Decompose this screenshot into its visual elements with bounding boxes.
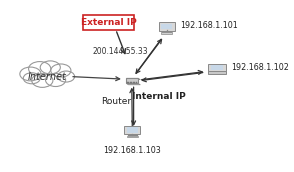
FancyBboxPatch shape	[208, 71, 226, 74]
FancyBboxPatch shape	[161, 24, 172, 29]
Circle shape	[29, 62, 51, 76]
Text: Router: Router	[101, 97, 131, 106]
FancyBboxPatch shape	[208, 63, 225, 72]
FancyBboxPatch shape	[130, 82, 132, 83]
FancyBboxPatch shape	[136, 82, 138, 83]
FancyBboxPatch shape	[127, 136, 138, 137]
Polygon shape	[126, 83, 140, 85]
FancyBboxPatch shape	[83, 15, 134, 30]
Text: 192.168.1.102: 192.168.1.102	[232, 63, 289, 72]
Circle shape	[23, 73, 40, 84]
Circle shape	[40, 61, 60, 74]
Text: 192.168.1.101: 192.168.1.101	[180, 21, 238, 30]
FancyBboxPatch shape	[126, 78, 138, 83]
Circle shape	[32, 74, 53, 87]
Text: Internet: Internet	[28, 72, 67, 82]
Circle shape	[51, 64, 71, 77]
FancyBboxPatch shape	[161, 32, 172, 34]
FancyBboxPatch shape	[211, 65, 223, 70]
Circle shape	[46, 73, 66, 87]
FancyBboxPatch shape	[124, 126, 140, 134]
FancyBboxPatch shape	[127, 82, 129, 83]
Text: 200.144.55.33: 200.144.55.33	[93, 47, 148, 56]
Circle shape	[58, 71, 75, 82]
Circle shape	[20, 67, 41, 81]
FancyBboxPatch shape	[127, 127, 138, 133]
FancyBboxPatch shape	[133, 82, 135, 83]
Text: External IP: External IP	[81, 18, 136, 27]
Polygon shape	[126, 78, 140, 80]
Text: 192.168.1.103: 192.168.1.103	[103, 146, 161, 155]
Text: Internal IP: Internal IP	[132, 92, 186, 101]
FancyBboxPatch shape	[159, 22, 175, 31]
